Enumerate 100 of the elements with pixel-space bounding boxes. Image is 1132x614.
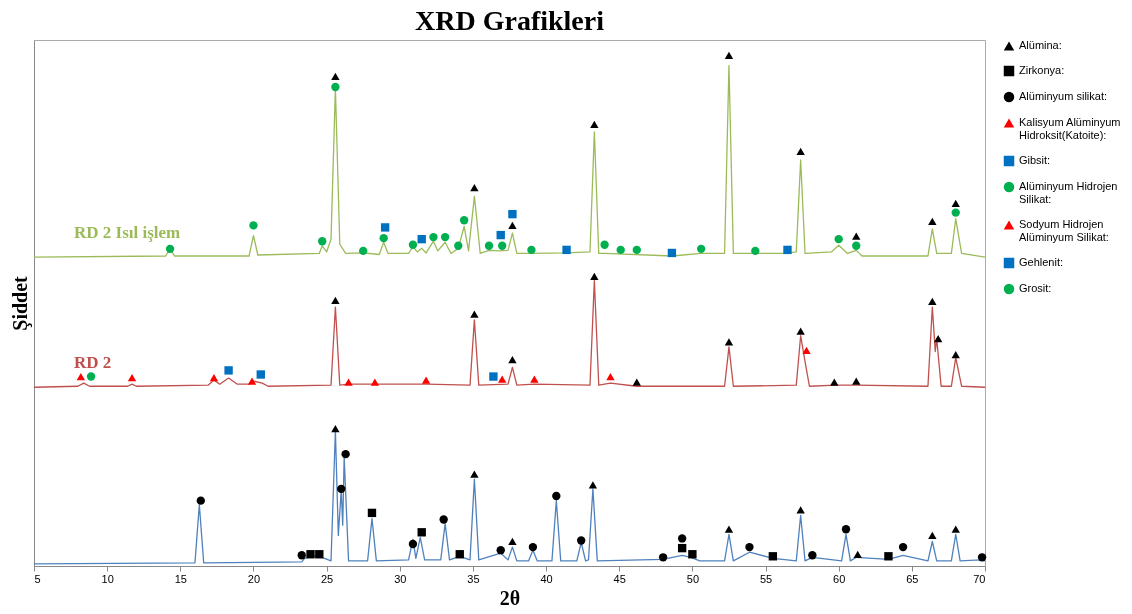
point bbox=[951, 350, 960, 359]
x-tick-label: 45 bbox=[613, 572, 626, 585]
point bbox=[830, 378, 839, 386]
point bbox=[677, 534, 687, 543]
point bbox=[530, 375, 539, 383]
point bbox=[331, 425, 340, 433]
point bbox=[658, 553, 668, 562]
point bbox=[898, 542, 908, 552]
point bbox=[498, 375, 507, 383]
point bbox=[379, 233, 388, 243]
point bbox=[489, 372, 498, 381]
point bbox=[724, 51, 734, 59]
x-tick-label: 15 bbox=[174, 572, 187, 585]
x-tick-label: 5 bbox=[34, 572, 41, 585]
point bbox=[934, 335, 943, 343]
point bbox=[808, 551, 817, 560]
point bbox=[751, 246, 760, 256]
legend-label: Alümina: bbox=[1019, 39, 1062, 51]
point bbox=[745, 542, 754, 552]
point bbox=[508, 537, 517, 546]
point bbox=[667, 248, 677, 258]
x-axis-title: 2θ bbox=[499, 586, 521, 609]
point bbox=[951, 525, 960, 533]
x-tick-label: 70 bbox=[973, 572, 986, 585]
x-tick-label: 50 bbox=[686, 572, 700, 585]
point bbox=[224, 366, 233, 375]
point bbox=[367, 508, 377, 518]
point bbox=[408, 539, 418, 549]
point bbox=[421, 376, 431, 384]
point bbox=[496, 230, 505, 240]
x-tick-label: 25 bbox=[320, 572, 334, 585]
point bbox=[470, 310, 479, 318]
point bbox=[341, 449, 350, 459]
legend-label: Alüminyum Hidrojen Silikat: bbox=[1019, 180, 1118, 205]
point bbox=[688, 550, 697, 559]
point bbox=[928, 297, 937, 306]
point bbox=[951, 208, 960, 217]
legend-label: Sodyum Hidrojen Alüminyum Silikat: bbox=[1019, 218, 1109, 243]
point bbox=[470, 470, 479, 478]
point bbox=[76, 372, 85, 381]
point bbox=[315, 550, 324, 559]
point bbox=[606, 372, 615, 381]
point bbox=[370, 378, 380, 386]
point bbox=[459, 216, 469, 225]
point bbox=[724, 525, 734, 533]
x-tick-label: 65 bbox=[906, 572, 919, 585]
legend-label: Gibsit: bbox=[1019, 154, 1051, 166]
legend-label: Zirkonya: bbox=[1019, 64, 1065, 76]
point bbox=[796, 147, 805, 155]
point bbox=[696, 244, 706, 254]
point bbox=[484, 241, 494, 250]
point bbox=[802, 346, 811, 355]
point bbox=[616, 245, 625, 255]
point bbox=[498, 241, 507, 250]
point bbox=[440, 232, 450, 242]
point bbox=[852, 241, 861, 250]
point bbox=[632, 378, 641, 386]
point bbox=[528, 542, 538, 552]
point bbox=[196, 496, 205, 505]
point bbox=[344, 378, 353, 386]
point bbox=[600, 240, 609, 249]
chart-title: XRD Grafikleri bbox=[415, 5, 605, 36]
point bbox=[783, 245, 792, 255]
point bbox=[796, 506, 805, 514]
point bbox=[884, 552, 893, 561]
point bbox=[768, 552, 778, 561]
point bbox=[439, 515, 448, 524]
point bbox=[527, 245, 536, 255]
point bbox=[590, 272, 599, 281]
point bbox=[834, 234, 843, 244]
point bbox=[417, 528, 426, 537]
point bbox=[928, 217, 937, 225]
point bbox=[359, 246, 368, 256]
point bbox=[470, 183, 479, 192]
x-tick-label: 35 bbox=[467, 572, 480, 585]
point bbox=[337, 484, 346, 494]
point bbox=[256, 370, 265, 379]
legend-label: Alüminyum silikat: bbox=[1019, 90, 1108, 102]
point bbox=[552, 491, 561, 501]
point bbox=[417, 234, 426, 244]
point bbox=[590, 120, 599, 128]
point bbox=[853, 550, 862, 558]
x-tick-label: 20 bbox=[247, 572, 261, 585]
point bbox=[331, 72, 340, 80]
point bbox=[951, 199, 960, 208]
x-tick-label: 10 bbox=[101, 572, 114, 585]
point bbox=[165, 244, 175, 254]
point bbox=[796, 327, 805, 335]
point bbox=[247, 377, 257, 385]
point bbox=[841, 525, 851, 534]
point bbox=[577, 536, 586, 545]
point bbox=[209, 373, 219, 382]
series-label: RD 2 Isıl işlem bbox=[74, 223, 181, 243]
y-axis-title: Şiddet bbox=[8, 275, 32, 331]
point bbox=[724, 338, 734, 346]
x-tick-label: 30 bbox=[394, 572, 407, 585]
point bbox=[331, 82, 340, 92]
point bbox=[408, 240, 418, 249]
point bbox=[562, 245, 571, 255]
point bbox=[318, 237, 327, 246]
